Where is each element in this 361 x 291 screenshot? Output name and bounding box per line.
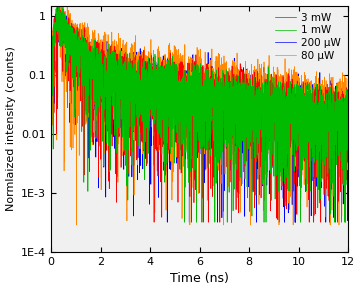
Line: 3 mW: 3 mW — [51, 6, 348, 222]
80 μW — [49, 185, 53, 188]
200 μW — [309, 102, 313, 106]
1 mW — [182, 221, 187, 224]
200 μW — [176, 86, 180, 89]
80 μW — [163, 113, 168, 117]
1 mW — [163, 106, 168, 109]
80 μW — [101, 44, 105, 47]
3 mW — [56, 4, 60, 7]
200 μW — [346, 134, 351, 137]
3 mW — [346, 113, 351, 116]
200 μW — [49, 119, 53, 123]
1 mW — [340, 158, 345, 162]
1 mW — [83, 47, 87, 51]
80 μW — [55, 4, 59, 7]
80 μW — [83, 31, 87, 35]
80 μW — [74, 223, 79, 227]
1 mW — [56, 4, 61, 7]
80 μW — [346, 99, 351, 102]
3 mW — [83, 75, 87, 78]
200 μW — [56, 4, 61, 7]
3 mW — [176, 92, 180, 95]
80 μW — [176, 55, 180, 59]
3 mW — [49, 221, 53, 224]
200 μW — [165, 221, 169, 224]
3 mW — [163, 95, 168, 98]
80 μW — [309, 119, 313, 123]
1 mW — [346, 100, 351, 104]
80 μW — [340, 100, 345, 103]
1 mW — [176, 95, 180, 98]
Line: 1 mW: 1 mW — [51, 6, 348, 222]
1 mW — [101, 65, 105, 69]
3 mW — [101, 40, 105, 44]
Line: 200 μW: 200 μW — [51, 6, 348, 222]
1 mW — [49, 129, 53, 133]
Line: 80 μW: 80 μW — [51, 6, 348, 225]
Y-axis label: Normlaized intensity (counts): Normlaized intensity (counts) — [5, 46, 16, 211]
3 mW — [340, 166, 345, 169]
200 μW — [101, 45, 105, 49]
1 mW — [309, 105, 313, 109]
3 mW — [308, 131, 313, 134]
Legend: 3 mW, 1 mW, 200 μW, 80 μW: 3 mW, 1 mW, 200 μW, 80 μW — [273, 11, 343, 63]
X-axis label: Time (ns): Time (ns) — [170, 272, 229, 285]
200 μW — [83, 76, 87, 79]
200 μW — [163, 99, 168, 103]
200 μW — [340, 126, 345, 130]
